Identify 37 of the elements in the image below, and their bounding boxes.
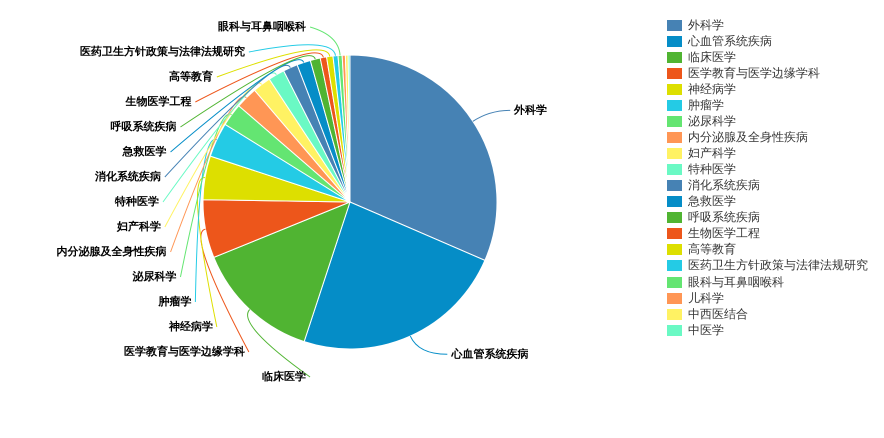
legend-label: 特种医学: [688, 161, 736, 178]
legend-label: 妇产科学: [688, 145, 736, 162]
legend-label: 医药卫生方针政策与法律法规研究: [688, 257, 868, 274]
slice-label: 妇产科学: [116, 220, 161, 233]
legend-label: 肿瘤学: [688, 96, 724, 114]
legend-label: 眼科与耳鼻咽喉科: [688, 274, 784, 291]
slice-label: 内分泌腺及全身性疾病: [56, 245, 167, 258]
legend-label: 中西医结合: [688, 306, 748, 323]
slice-label: 心血管系统疾病: [450, 347, 528, 360]
legend-label: 中医学: [688, 322, 724, 339]
legend-label: 医学教育与医学边缘学科: [688, 64, 820, 82]
slice-label: 高等教育: [168, 70, 213, 83]
slice-label: 消化系统疾病: [94, 170, 161, 183]
legend-label: 急救医学: [688, 193, 736, 210]
slice-label: 特种医学: [114, 195, 159, 208]
slice-label: 肿瘤学: [157, 295, 192, 308]
legend-label: 外科学: [688, 16, 724, 34]
legend-label: 内分泌腺及全身性疾病: [688, 128, 808, 146]
legend-label: 泌尿科学: [688, 112, 736, 130]
legend-label: 心血管系统疾病: [688, 32, 772, 50]
slice-label: 神经病学: [168, 320, 213, 333]
legend-label: 呼吸系统疾病: [688, 209, 760, 226]
slice-label: 临床医学: [262, 370, 306, 383]
slice-label: 医药卫生方针政策与法律法规研究: [80, 45, 245, 58]
legend-label: 生物医学工程: [688, 225, 760, 242]
slice-label: 眼科与耳鼻咽喉科: [218, 20, 306, 33]
slice-label: 泌尿科学: [131, 270, 176, 283]
slice-label: 急救医学: [122, 145, 167, 158]
legend-label: 消化系统疾病: [688, 177, 760, 194]
legend-label: 临床医学: [688, 48, 736, 66]
slice-label: 医学教育与医学边缘学科: [124, 345, 245, 358]
legend-label: 高等教育: [688, 241, 736, 258]
slice-label: 生物医学工程: [124, 95, 192, 108]
slice-label: 呼吸系统疾病: [110, 120, 176, 133]
legend-label: 儿科学: [688, 290, 724, 307]
slice-label: 外科学: [513, 103, 548, 116]
legend-label: 神经病学: [688, 80, 736, 98]
